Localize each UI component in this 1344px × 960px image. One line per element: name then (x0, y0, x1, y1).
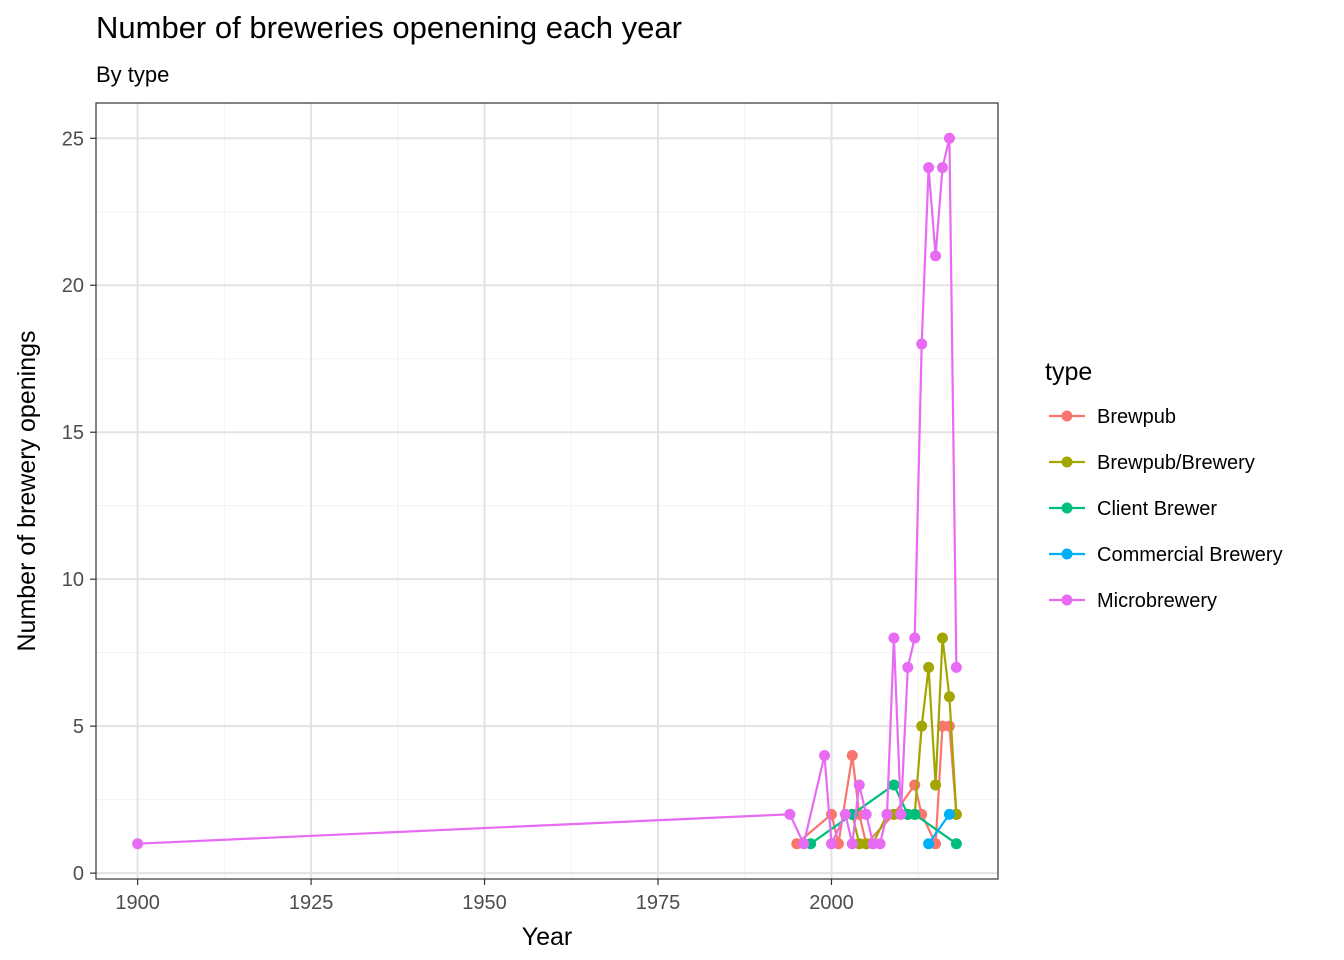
data-point-microbrewery (930, 250, 942, 262)
legend-label: Commercial Brewery (1097, 544, 1283, 566)
data-point-microbrewery (874, 838, 886, 850)
data-point-microbrewery (839, 808, 851, 820)
plot-panel-border (95, 102, 999, 880)
data-series (132, 132, 962, 850)
y-tick-label: 10 (62, 569, 84, 591)
legend-label: Microbrewery (1097, 590, 1217, 612)
x-tick-label: 2000 (809, 892, 854, 914)
data-point-microbrewery (860, 808, 872, 820)
data-point-microbrewery (881, 808, 893, 820)
axes: 1900 1925 1950 1975 2000 0 5 10 15 20 25 (62, 128, 854, 914)
data-point-microbrewery (784, 808, 796, 820)
data-point-microbrewery (950, 661, 962, 673)
data-point-microbrewery (825, 838, 837, 850)
grid-lines (96, 103, 998, 879)
data-point-microbrewery (943, 132, 955, 144)
y-tick-label: 15 (62, 422, 84, 444)
legend-key-point (1061, 502, 1073, 514)
x-tick-label: 1950 (462, 892, 507, 914)
data-point-microbrewery (853, 779, 865, 791)
data-point-client-brewer (909, 808, 921, 820)
legend-label: Brewpub/Brewery (1097, 452, 1255, 474)
x-tick-label: 1975 (636, 892, 681, 914)
x-axis-title: Year (522, 923, 573, 951)
data-point-brewpub-brewery (943, 691, 955, 703)
data-point-brewpub-brewery (923, 661, 935, 673)
data-point-brewpub-brewery (930, 779, 942, 791)
legend-item-microbrewery: Microbrewery (1049, 590, 1217, 612)
data-point-commercial-brewery (923, 838, 935, 850)
x-tick-label: 1900 (115, 892, 160, 914)
y-axis-title: Number of brewery openings (13, 331, 41, 652)
legend-label: Client Brewer (1097, 498, 1217, 520)
data-point-brewpub-brewery (916, 720, 928, 732)
data-point-brewpub (909, 779, 921, 791)
legend-item-brewpub-brewery: Brewpub/Brewery (1049, 452, 1255, 474)
legend-item-commercial-brewery: Commercial Brewery (1049, 544, 1283, 566)
y-tick-label: 0 (73, 863, 84, 885)
legend-key-point (1061, 456, 1073, 468)
y-tick-label: 20 (62, 275, 84, 297)
legend-title: type (1045, 358, 1092, 386)
data-point-brewpub (943, 720, 955, 732)
series-microbrewery (132, 132, 962, 850)
y-tick-label: 25 (62, 128, 84, 150)
data-point-microbrewery (923, 162, 935, 174)
data-point-microbrewery (132, 838, 144, 850)
legend-key-point (1061, 548, 1073, 560)
data-point-client-brewer (888, 779, 900, 791)
data-point-microbrewery (936, 162, 948, 174)
legend-key-point (1061, 410, 1073, 422)
data-point-microbrewery (846, 838, 858, 850)
legend-item-client-brewer: Client Brewer (1049, 498, 1217, 520)
data-point-microbrewery (902, 661, 914, 673)
x-tick-label: 1925 (289, 892, 334, 914)
series-line-commercial-brewery (927, 813, 951, 845)
chart-title: Number of breweries openening each year (96, 10, 682, 45)
chart-subtitle: By type (96, 62, 170, 87)
data-point-brewpub (846, 750, 858, 762)
data-point-brewpub-brewery (936, 632, 948, 644)
data-point-client-brewer (950, 838, 962, 850)
data-point-microbrewery (819, 750, 831, 762)
legend-item-brewpub: Brewpub (1049, 406, 1176, 428)
legend: type Brewpub Brewpub/Brewery Client Brewer… (1045, 358, 1283, 612)
series-commercial-brewery (923, 808, 955, 850)
series-line-microbrewery (137, 138, 958, 848)
y-tick-label: 5 (73, 716, 84, 738)
data-point-microbrewery (895, 808, 907, 820)
data-point-brewpub (825, 808, 837, 820)
legend-label: Brewpub (1097, 406, 1176, 428)
data-point-microbrewery (916, 338, 928, 350)
data-point-microbrewery (909, 632, 921, 644)
data-point-commercial-brewery (943, 808, 955, 820)
legend-key-point (1061, 594, 1073, 606)
data-point-microbrewery (798, 838, 810, 850)
data-point-microbrewery (888, 632, 900, 644)
